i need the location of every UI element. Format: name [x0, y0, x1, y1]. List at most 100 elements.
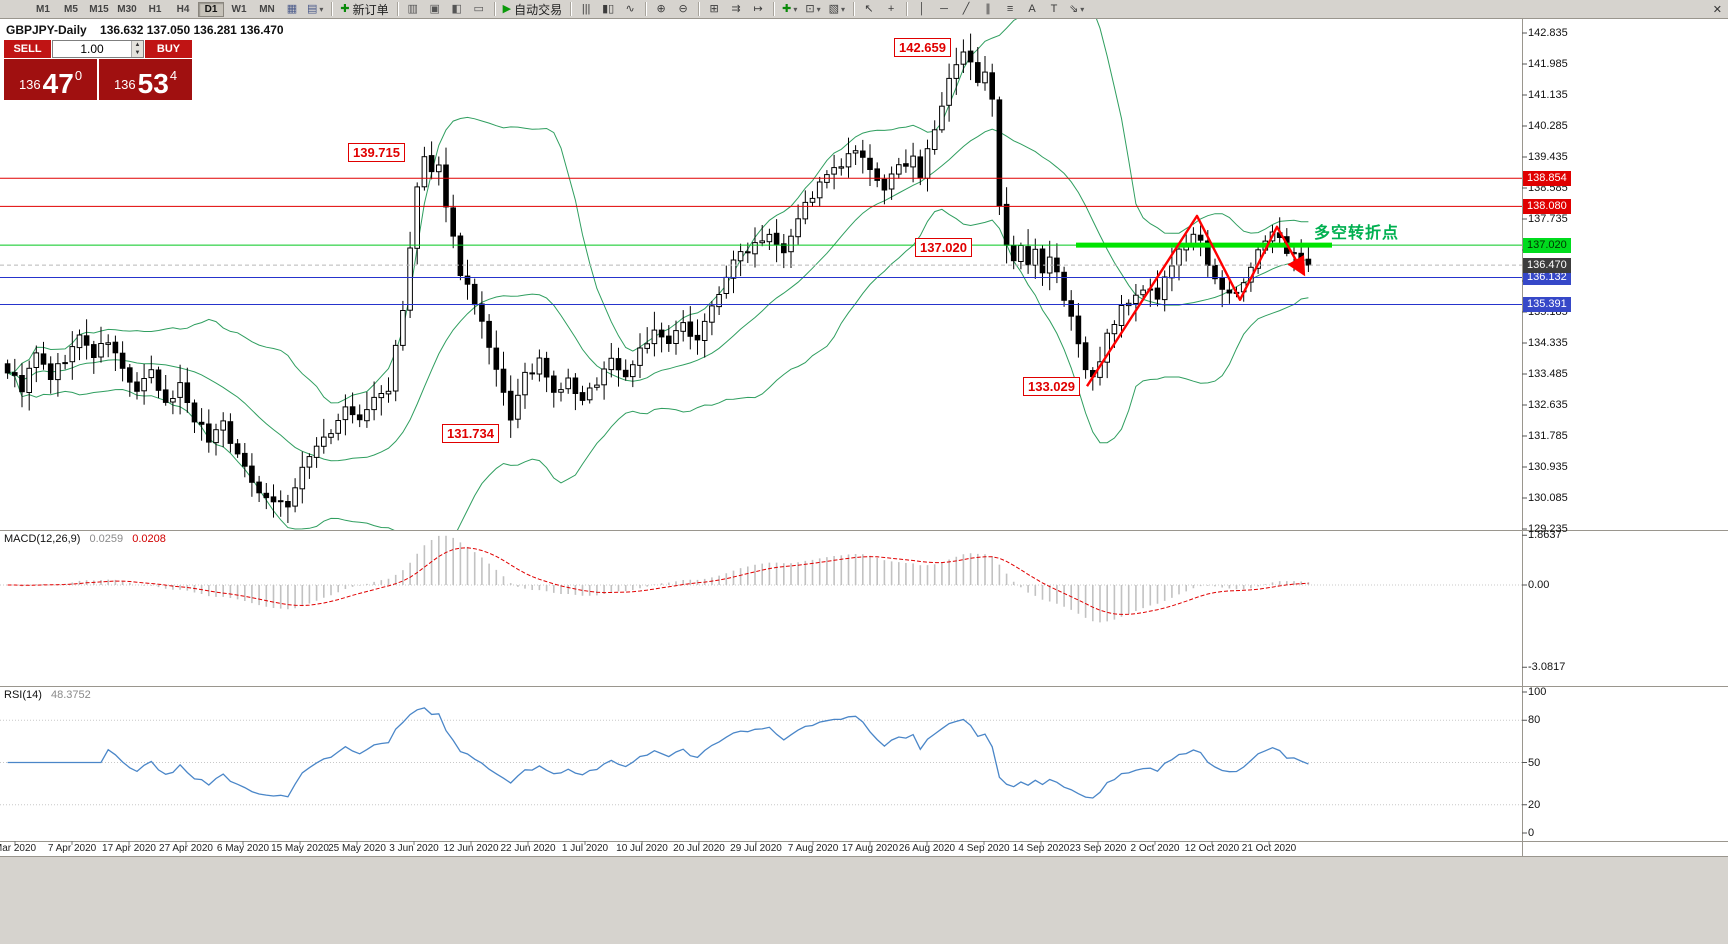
- templates-icon[interactable]: ▧ ▾: [826, 1, 848, 17]
- chart-profiles-icon-dropdown[interactable]: ▾: [319, 4, 324, 14]
- candle-body: [277, 500, 284, 503]
- macd-value-signal: 0.0208: [132, 533, 166, 545]
- new-order-button[interactable]: ✚ 新订单: [337, 1, 391, 17]
- periods-icon[interactable]: ⊡ ▾: [802, 1, 823, 17]
- candle-body: [622, 369, 629, 378]
- new-chart-icon[interactable]: ▦: [282, 1, 302, 17]
- chart-shift-icon-glyph: ↦: [753, 2, 763, 15]
- indicators-icon[interactable]: ✚ ▾: [779, 1, 800, 17]
- templates-icon-dropdown[interactable]: ▾: [841, 4, 846, 14]
- templates-icon-glyph: ▧: [828, 2, 840, 15]
- line-chart-icon-glyph: ∿: [625, 2, 635, 15]
- timeframe-m15[interactable]: M15: [89, 3, 109, 15]
- candle-body: [845, 153, 852, 168]
- timeframe-d1[interactable]: D1: [198, 1, 224, 17]
- label-icon[interactable]: T: [1044, 1, 1064, 17]
- candle-body: [953, 64, 960, 79]
- timeframe-h1[interactable]: H1: [148, 3, 162, 15]
- chart-shift-icon[interactable]: ↦: [748, 1, 768, 17]
- fibonacci-icon-glyph: ≡: [1006, 2, 1014, 15]
- periods-icon-dropdown[interactable]: ▾: [816, 4, 821, 14]
- auto-scroll-icon[interactable]: ⇉: [726, 1, 746, 17]
- zoom-in-icon[interactable]: ⊕: [651, 1, 671, 17]
- candle-body: [299, 466, 306, 490]
- data-window-icon-glyph: ▣: [429, 2, 440, 15]
- candle-body: [1039, 248, 1046, 274]
- candle-body: [608, 357, 615, 371]
- data-window-icon[interactable]: ▣: [425, 1, 445, 17]
- chart-profiles-icon[interactable]: ▤ ▾: [304, 1, 326, 17]
- timeframe-m1[interactable]: M1: [36, 3, 50, 15]
- candle-body: [982, 71, 988, 84]
- channel-icon[interactable]: ∥: [978, 1, 998, 17]
- candle-body: [946, 77, 952, 106]
- candle-body: [234, 443, 241, 455]
- timeframe-m30[interactable]: M30: [117, 3, 137, 15]
- sell-button[interactable]: SELL: [4, 40, 51, 58]
- timeframe-mn[interactable]: MN: [259, 3, 275, 15]
- crosshair-icon-glyph: +: [887, 2, 895, 15]
- candle-body: [177, 382, 183, 398]
- toolbar: M1 M5 M15 M30 H1 H4 D1 W1 MN ✕ ▦ ▤ ▾ ✚ 新订单 ▥ ▣ ◧ ▭ ▶ 自动交易 ||…: [0, 0, 1728, 19]
- candle-body: [335, 420, 341, 434]
- volume-up-icon[interactable]: ▲: [132, 41, 143, 49]
- annotation-note[interactable]: 多空转折点: [1314, 225, 1400, 242]
- candle-body: [91, 344, 97, 359]
- cursor-icon-glyph: ↖: [864, 2, 874, 15]
- candle-body: [263, 492, 270, 499]
- rsi-line: [7, 707, 1309, 799]
- arrows-icon-dropdown[interactable]: ▾: [1080, 4, 1085, 14]
- candle-body: [1176, 248, 1182, 266]
- terminal-icon[interactable]: ▭: [469, 1, 489, 17]
- candle-body: [709, 305, 715, 323]
- candle-body: [529, 372, 536, 375]
- candlestick-chart-icon[interactable]: ▮▯: [598, 1, 618, 17]
- line-chart-icon[interactable]: ∿: [620, 1, 640, 17]
- crosshair-icon[interactable]: +: [881, 1, 901, 17]
- volume-spinner[interactable]: ▲ ▼: [131, 41, 143, 57]
- timeframe-h4[interactable]: H4: [176, 3, 190, 15]
- candle-body: [321, 436, 327, 447]
- bar-chart-icon[interactable]: |||: [576, 1, 596, 17]
- trendline-icon[interactable]: ╱: [956, 1, 976, 17]
- candle-body: [134, 381, 140, 392]
- buy-price-big: 53: [137, 68, 169, 99]
- zoom-out-icon[interactable]: ⊖: [673, 1, 693, 17]
- zoom-out-icon-glyph: ⊖: [678, 2, 688, 15]
- candle-body: [328, 433, 334, 438]
- cursor-icon[interactable]: ↖: [859, 1, 879, 17]
- bollinger-lower-band: [7, 208, 1309, 530]
- horizontal-line-icon[interactable]: ─: [934, 1, 954, 17]
- auto-trading-button-label: 自动交易: [514, 2, 563, 17]
- navigator-icon[interactable]: ◧: [447, 1, 467, 17]
- candle-body: [378, 393, 385, 399]
- candle-body: [392, 344, 399, 392]
- buy-button[interactable]: BUY: [145, 40, 192, 58]
- sell-price-panel[interactable]: 136 47 0: [4, 59, 97, 100]
- candle-body: [292, 487, 298, 507]
- auto-trading-button[interactable]: ▶ 自动交易: [500, 1, 565, 17]
- close-icon[interactable]: ✕: [1712, 4, 1722, 16]
- vertical-line-icon[interactable]: │: [912, 1, 932, 17]
- volume-down-icon[interactable]: ▼: [132, 49, 143, 57]
- timeframe-w1[interactable]: W1: [231, 3, 247, 15]
- market-watch-icon[interactable]: ▥: [403, 1, 423, 17]
- tile-windows-icon[interactable]: ⊞: [704, 1, 724, 17]
- candle-body: [967, 50, 974, 63]
- macd-layer: [0, 535, 1522, 623]
- candle-body: [515, 394, 521, 420]
- timeframe-m5[interactable]: M5: [64, 3, 78, 15]
- trend-zigzag[interactable]: [1085, 214, 1306, 387]
- trendline-icon-glyph: ╱: [962, 2, 970, 15]
- text-icon[interactable]: A: [1022, 1, 1042, 17]
- candle-body: [249, 465, 255, 483]
- arrows-icon[interactable]: ⇘ ▾: [1066, 1, 1087, 17]
- buy-price-panel[interactable]: 136 53 4: [99, 59, 192, 100]
- volume-input[interactable]: [53, 41, 131, 57]
- fibonacci-icon[interactable]: ≡: [1000, 1, 1020, 17]
- toolbar-separator: [645, 2, 647, 16]
- candle-body: [385, 390, 392, 395]
- indicators-icon-dropdown[interactable]: ▾: [793, 4, 798, 14]
